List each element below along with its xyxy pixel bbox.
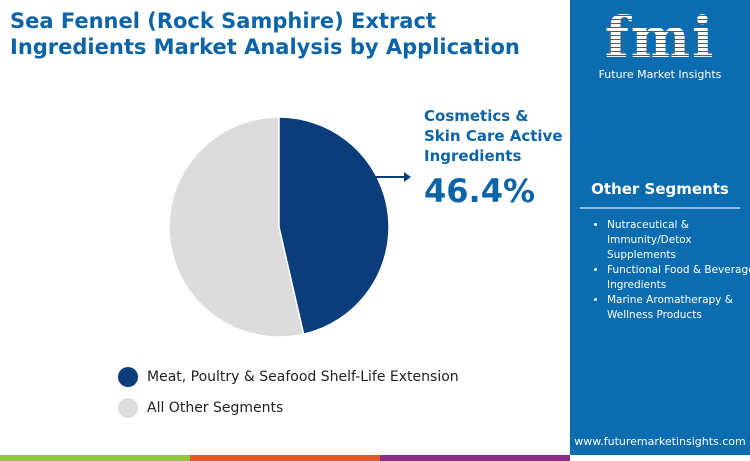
- legend-swatch: [118, 367, 138, 387]
- fmi-logo: fmi Future Market Insights: [570, 8, 750, 81]
- callout-value: 46.4%: [424, 172, 536, 210]
- callout-arrow-head: [404, 172, 411, 182]
- legend-item: All Other Segments: [118, 398, 283, 418]
- segment-item: Marine Aromatherapy & Wellness Products: [607, 293, 750, 323]
- brand-name: Future Market Insights: [598, 68, 722, 81]
- footer-bar-purple: [380, 455, 570, 461]
- footer-bar-green: [0, 455, 190, 461]
- pie-chart: [168, 116, 411, 338]
- logo-mark: fmi: [570, 8, 750, 68]
- chart-title: Sea Fennel (Rock Samphire) Extract Ingre…: [10, 9, 520, 59]
- legend-label: Meat, Poultry & Seafood Shelf-Life Exten…: [147, 369, 459, 385]
- footer-bar-orange: [190, 455, 380, 461]
- side-panel: fmi Future Market Insights Other Segment…: [570, 0, 750, 455]
- divider: [580, 207, 740, 209]
- legend-swatch: [118, 398, 138, 418]
- pie-slice-1: [168, 116, 305, 338]
- other-segments-list: Nutraceutical & Immunity/Detox Supplemen…: [592, 218, 750, 323]
- legend-label: All Other Segments: [147, 400, 284, 416]
- pie-slice-0: [278, 116, 390, 336]
- callout-label: Cosmetics & Skin Care Active Ingredients: [424, 107, 563, 165]
- website-link[interactable]: www.futuremarketinsights.com: [574, 435, 746, 448]
- segment-item: Functional Food & Beverage Ingredients: [607, 263, 750, 293]
- legend-item: Meat, Poultry & Seafood Shelf-Life Exten…: [118, 367, 459, 387]
- other-segments-title: Other Segments: [591, 180, 729, 198]
- segment-item: Nutraceutical & Immunity/Detox Supplemen…: [607, 218, 750, 263]
